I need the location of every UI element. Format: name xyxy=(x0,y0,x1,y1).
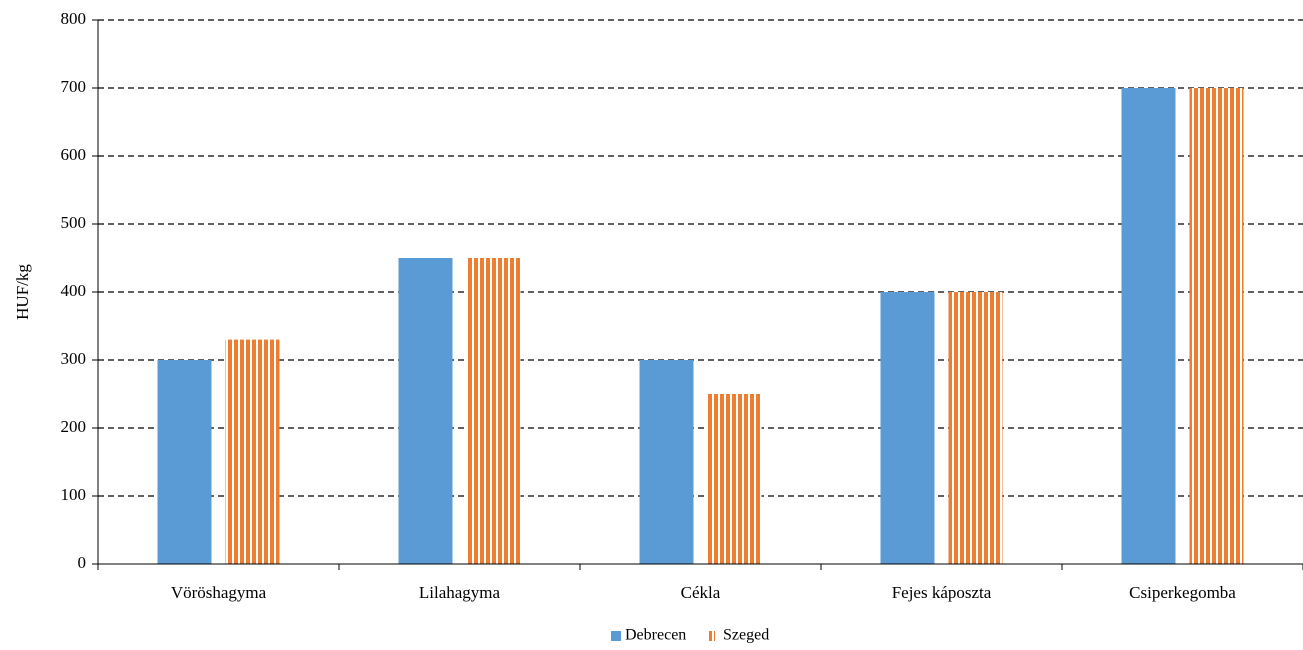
bar xyxy=(948,292,1003,564)
legend-swatch xyxy=(611,631,621,641)
y-tick-label: 500 xyxy=(61,213,87,232)
x-tick-label: Cékla xyxy=(681,583,721,602)
y-tick-label: 800 xyxy=(61,9,87,28)
bar xyxy=(1121,88,1176,564)
y-tick-label: 200 xyxy=(61,417,87,436)
y-tick-label: 0 xyxy=(78,553,87,572)
y-tick-label: 100 xyxy=(61,485,87,504)
y-tick-label: 600 xyxy=(61,145,87,164)
bar xyxy=(707,394,762,564)
bar xyxy=(639,360,694,564)
bar xyxy=(466,258,521,564)
bar xyxy=(880,292,935,564)
x-tick-label: Vöröshagyma xyxy=(171,583,267,602)
y-tick-label: 700 xyxy=(61,77,87,96)
y-tick-label: 400 xyxy=(61,281,87,300)
y-axis-label: HUF/kg xyxy=(13,264,32,320)
bar xyxy=(225,339,280,564)
x-tick-label: Csiperkegomba xyxy=(1129,583,1236,602)
legend-label: Szeged xyxy=(723,627,769,644)
legend-label: Debrecen xyxy=(625,627,686,644)
x-tick-label: Lilahagyma xyxy=(419,583,501,602)
legend-swatch xyxy=(709,631,715,641)
bar xyxy=(398,258,453,564)
x-tick-label: Fejes káposzta xyxy=(892,583,992,602)
bar xyxy=(157,360,212,564)
y-tick-label: 300 xyxy=(61,349,87,368)
bar xyxy=(1189,88,1244,564)
